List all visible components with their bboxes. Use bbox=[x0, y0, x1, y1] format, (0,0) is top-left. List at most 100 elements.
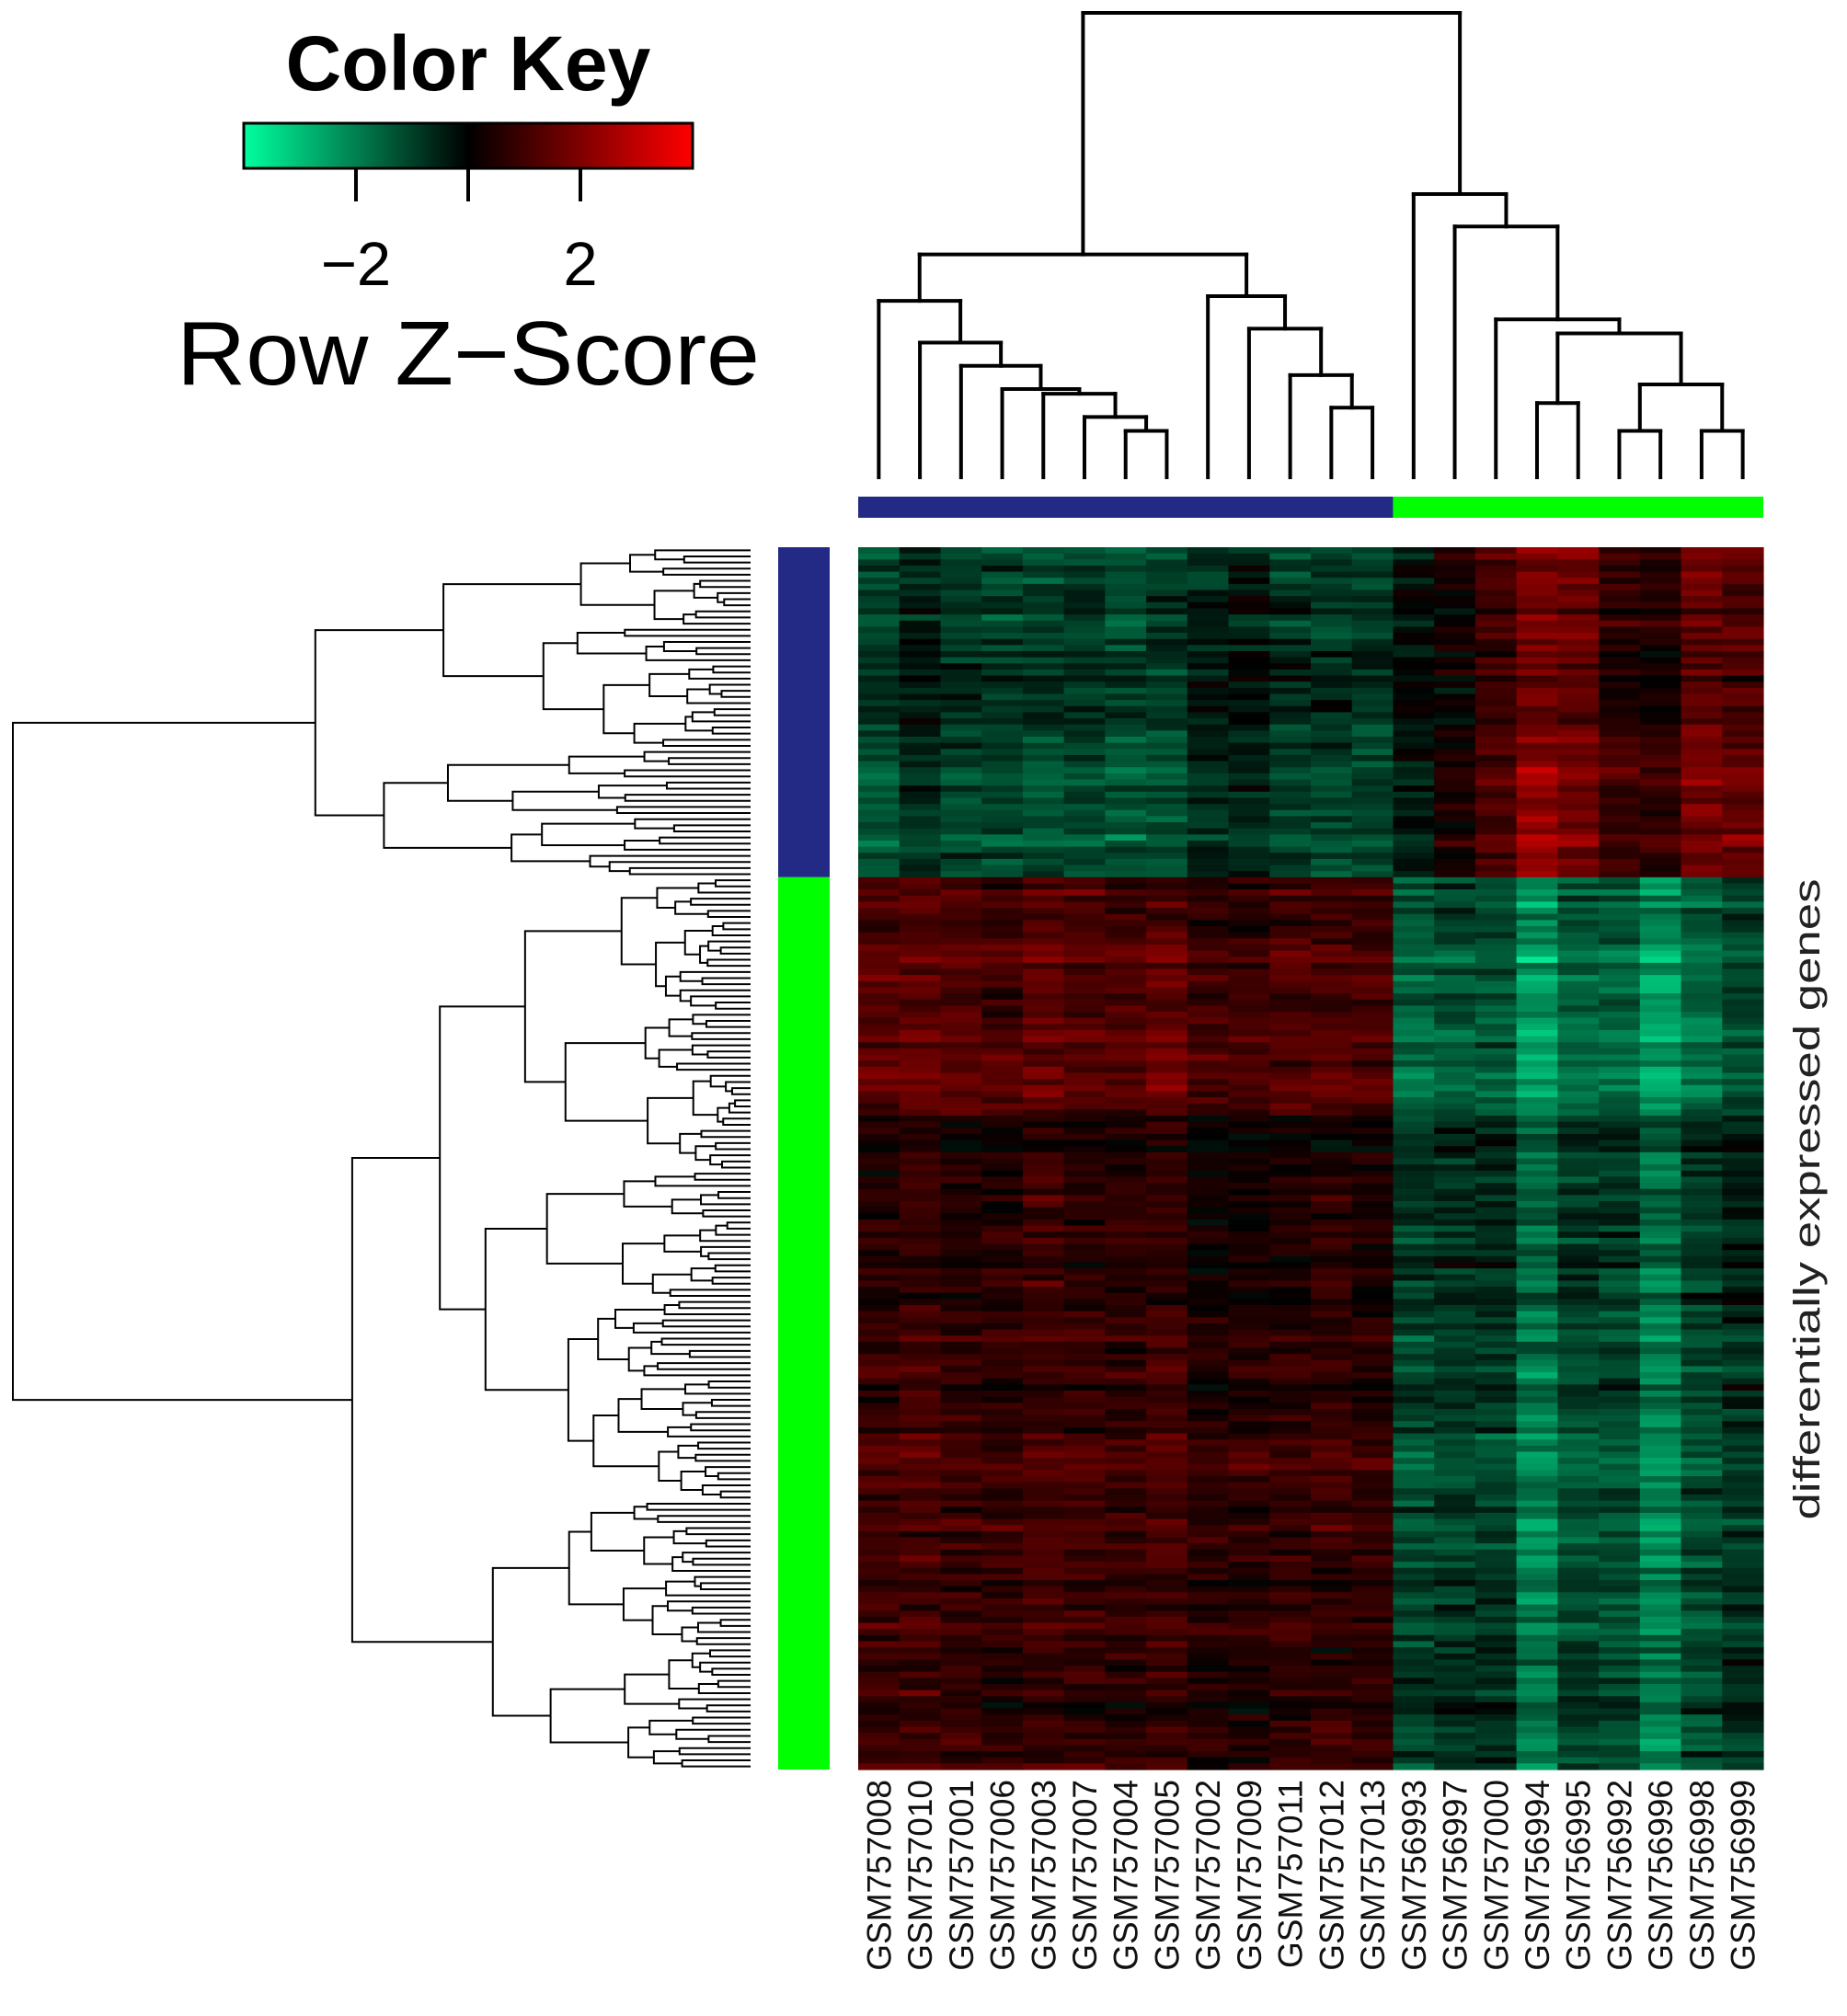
row-dendrogram-link bbox=[350, 1157, 493, 1644]
heatmap-cell bbox=[981, 1213, 1024, 1220]
heatmap-cell bbox=[981, 834, 1024, 842]
heatmap-cell bbox=[1351, 1005, 1394, 1013]
heatmap-cell bbox=[1105, 1231, 1147, 1239]
heatmap-cell bbox=[1269, 1201, 1312, 1208]
row-dendrogram-link bbox=[697, 1682, 751, 1694]
heatmap-cell bbox=[1146, 1683, 1188, 1691]
heatmap-cell bbox=[1474, 1530, 1518, 1539]
heatmap-cell bbox=[981, 1678, 1024, 1685]
heatmap-cell bbox=[1393, 1537, 1435, 1544]
heatmap-cell bbox=[1393, 1158, 1435, 1165]
heatmap-cell bbox=[1434, 547, 1476, 555]
heatmap-cell bbox=[981, 1024, 1024, 1031]
heatmap-cell bbox=[1105, 1378, 1147, 1385]
heatmap-cell bbox=[1187, 1622, 1230, 1630]
heatmap-cell bbox=[1639, 1250, 1682, 1257]
heatmap-cell bbox=[1681, 1292, 1723, 1300]
heatmap-cell bbox=[1474, 1017, 1518, 1025]
heatmap-cell bbox=[1063, 834, 1106, 842]
heatmap-cell bbox=[1146, 1207, 1188, 1214]
heatmap-cell bbox=[1474, 1494, 1518, 1502]
heatmap-cell bbox=[1599, 1115, 1641, 1123]
heatmap-cell bbox=[981, 638, 1024, 646]
heatmap-cell bbox=[1474, 1726, 1518, 1734]
heatmap-cell bbox=[1351, 834, 1394, 842]
heatmap-cell bbox=[1105, 797, 1147, 805]
row-dendrogram-link bbox=[683, 555, 751, 564]
heatmap-cell bbox=[1681, 1653, 1723, 1660]
heatmap-cell bbox=[1105, 1121, 1147, 1128]
heatmap-cell bbox=[1269, 1128, 1312, 1135]
heatmap-cell bbox=[1269, 712, 1312, 719]
heatmap-cell bbox=[1474, 876, 1518, 885]
heatmap-cell bbox=[1557, 828, 1600, 835]
heatmap-cell bbox=[981, 1341, 1024, 1349]
heatmap-cell bbox=[1681, 1347, 1723, 1355]
heatmap-cell bbox=[1187, 1311, 1230, 1318]
heatmap-cell bbox=[1187, 705, 1230, 714]
heatmap-cell bbox=[981, 1439, 1024, 1447]
heatmap-cell bbox=[1722, 1207, 1764, 1214]
heatmap-cell bbox=[1311, 669, 1353, 677]
heatmap-cell bbox=[940, 596, 982, 603]
heatmap-cell bbox=[1105, 1445, 1147, 1453]
heatmap-cell bbox=[1146, 987, 1188, 994]
heatmap-cell bbox=[1722, 1341, 1764, 1349]
heatmap-cell bbox=[1063, 1592, 1106, 1599]
heatmap-cell bbox=[1146, 1225, 1188, 1232]
heatmap-cell bbox=[899, 840, 941, 848]
heatmap-cell bbox=[1393, 1518, 1435, 1526]
heatmap-cell bbox=[1474, 834, 1518, 842]
heatmap-cell bbox=[1474, 1525, 1518, 1532]
heatmap-cell bbox=[899, 1586, 941, 1593]
heatmap-cell bbox=[1063, 1567, 1106, 1575]
heatmap-cell bbox=[1311, 1274, 1353, 1281]
heatmap-cell bbox=[1228, 724, 1270, 731]
heatmap-cell bbox=[1187, 1255, 1230, 1264]
heatmap-cell bbox=[1351, 1659, 1394, 1667]
heatmap-cell bbox=[1146, 980, 1188, 989]
row-dendrogram-link bbox=[715, 879, 751, 888]
row-dendrogram-link bbox=[683, 613, 751, 625]
row-dendrogram-link bbox=[628, 554, 664, 573]
heatmap-cell bbox=[1393, 853, 1435, 860]
heatmap-cell bbox=[858, 975, 901, 982]
heatmap-cell bbox=[1105, 1426, 1147, 1435]
heatmap-cell bbox=[1474, 1012, 1518, 1019]
heatmap-cell bbox=[1722, 1470, 1764, 1477]
heatmap-cell bbox=[1557, 687, 1600, 695]
heatmap-cell bbox=[858, 1525, 901, 1532]
heatmap-cell bbox=[1599, 553, 1641, 560]
heatmap-cell bbox=[1474, 682, 1518, 689]
row-dendrogram-link bbox=[693, 582, 718, 599]
heatmap-cell bbox=[1557, 1403, 1600, 1410]
heatmap-cell bbox=[1269, 1708, 1312, 1715]
heatmap-cell bbox=[1681, 797, 1723, 805]
heatmap-cell bbox=[1187, 1195, 1230, 1202]
heatmap-cell bbox=[1681, 1219, 1723, 1227]
heatmap-cell bbox=[1599, 1567, 1641, 1575]
heatmap-cell bbox=[940, 626, 982, 634]
heatmap-cell bbox=[858, 1751, 901, 1758]
heatmap-cell bbox=[1722, 1549, 1764, 1557]
heatmap-cell bbox=[1599, 1317, 1641, 1324]
heatmap-cell bbox=[1557, 1133, 1600, 1141]
heatmap-cell bbox=[1557, 638, 1600, 646]
heatmap-cell bbox=[981, 1690, 1024, 1697]
heatmap-cell bbox=[1022, 925, 1065, 934]
heatmap-cell bbox=[1639, 871, 1682, 878]
heatmap-cell bbox=[1063, 1586, 1106, 1593]
heatmap-cell bbox=[1063, 1084, 1106, 1092]
heatmap-cell bbox=[1639, 1170, 1682, 1178]
heatmap-cell bbox=[1269, 1347, 1312, 1355]
heatmap-cell bbox=[1639, 1592, 1682, 1599]
heatmap-cell bbox=[1516, 876, 1558, 885]
heatmap-cell bbox=[1311, 809, 1353, 817]
heatmap-cell bbox=[899, 1426, 941, 1435]
heatmap-cell bbox=[1063, 1133, 1106, 1141]
heatmap-cell bbox=[1681, 828, 1723, 835]
heatmap-cell bbox=[1599, 1666, 1641, 1673]
heatmap-cell bbox=[899, 1616, 941, 1624]
heatmap-cell bbox=[1516, 547, 1558, 555]
row-dendrogram-link bbox=[12, 721, 352, 1402]
